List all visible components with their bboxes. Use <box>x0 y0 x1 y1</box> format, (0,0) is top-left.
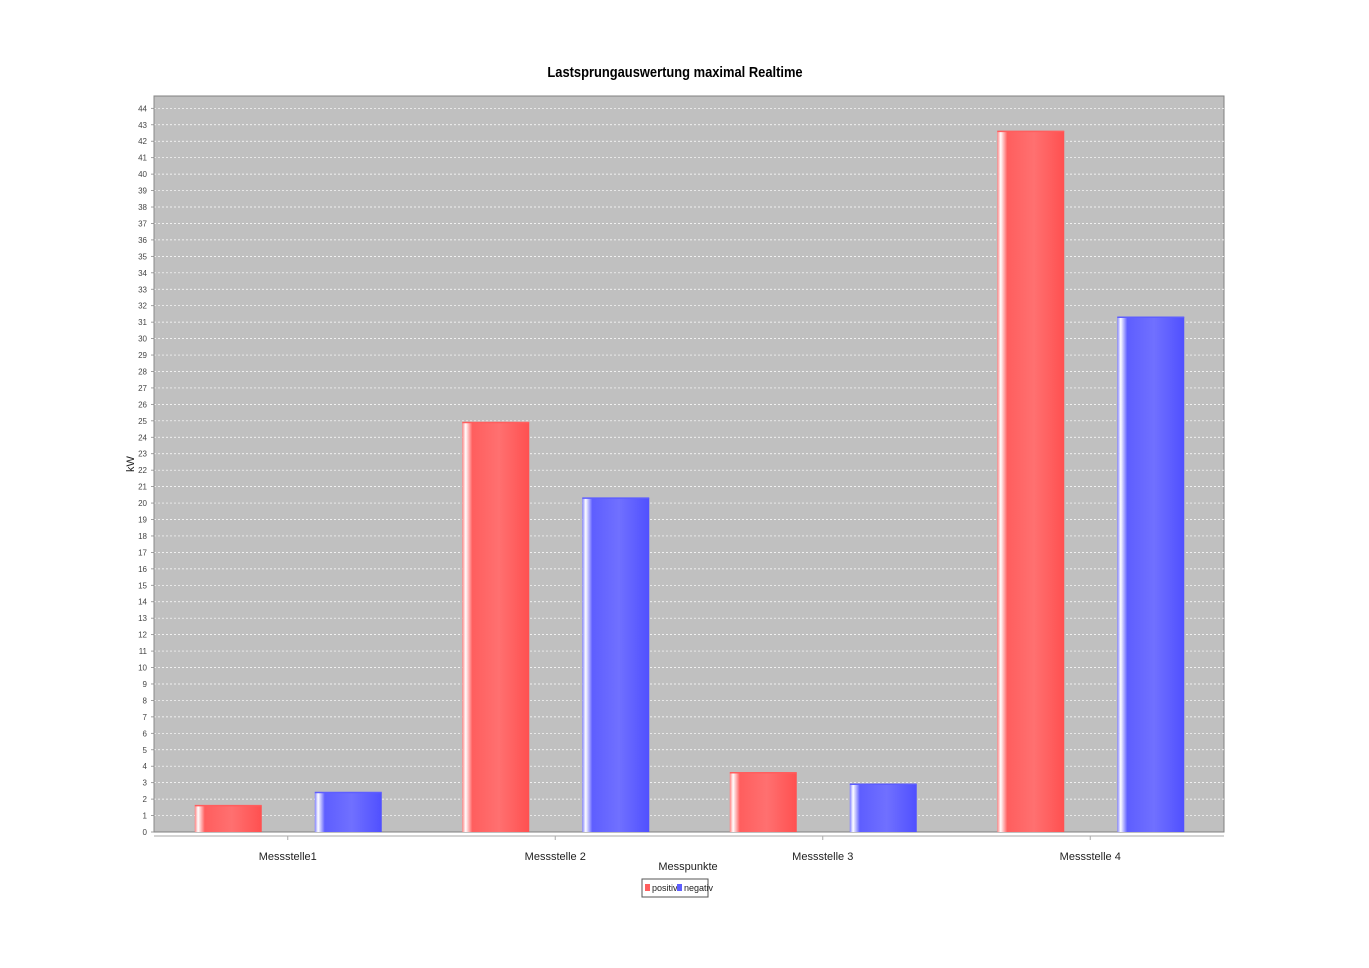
bars <box>194 130 1185 832</box>
y-tick-label: 33 <box>138 285 147 294</box>
x-tick-label: Messstelle 3 <box>792 851 853 863</box>
y-tick-label: 21 <box>138 483 147 492</box>
bar-negativ <box>314 792 382 832</box>
y-tick-label: 35 <box>138 252 147 261</box>
y-axis-label: kW <box>125 455 137 472</box>
y-tick-label: 24 <box>138 433 147 442</box>
legend-box <box>641 878 709 898</box>
bar-negativ <box>1117 317 1185 832</box>
y-tick-label: 34 <box>138 269 147 278</box>
y-tick-label: 30 <box>138 335 147 344</box>
x-axis-label: Messpunkte <box>658 861 717 873</box>
y-tick-label: 14 <box>138 598 147 607</box>
y-tick-label: 20 <box>138 499 147 508</box>
y-tick-label: 8 <box>143 696 148 705</box>
y-tick-label: 19 <box>138 516 147 525</box>
y-tick-label: 42 <box>138 137 147 146</box>
y-tick-label: 0 <box>143 828 148 837</box>
legend-swatch-negativ <box>677 884 682 891</box>
y-tick-label: 22 <box>138 466 147 475</box>
bar-positiv <box>729 772 797 832</box>
legend: positiv negativ <box>641 878 714 898</box>
y-tick-label: 1 <box>143 812 148 821</box>
y-tick-label: 10 <box>138 664 147 673</box>
y-tick-label: 4 <box>143 762 148 771</box>
y-tick-label: 6 <box>143 729 148 738</box>
legend-label-negativ: negativ <box>684 883 714 893</box>
legend-label-positiv: positiv <box>652 883 678 893</box>
x-tick-label: Messstelle 4 <box>1060 851 1121 863</box>
y-tick-label: 15 <box>138 581 147 590</box>
y-tick-label: 41 <box>138 154 147 163</box>
y-tick-label: 31 <box>138 318 147 327</box>
y-tick-label: 28 <box>138 367 147 376</box>
bar-positiv <box>997 131 1065 832</box>
y-tick-label: 2 <box>143 795 148 804</box>
y-tick-label: 3 <box>143 779 148 788</box>
y-tick-label: 37 <box>138 219 147 228</box>
y-tick-label: 23 <box>138 450 147 459</box>
y-tick-label: 13 <box>138 614 147 623</box>
bar-positiv <box>194 805 262 832</box>
y-tick-label: 36 <box>138 236 147 245</box>
y-tick-label: 29 <box>138 351 147 360</box>
y-tick-label: 17 <box>138 548 147 557</box>
y-tick-label: 44 <box>138 104 147 113</box>
bar-negativ <box>849 784 917 832</box>
y-tick-label: 26 <box>138 400 147 409</box>
legend-swatch-positiv <box>645 884 650 891</box>
y-tick-label: 9 <box>143 680 148 689</box>
chart-title: Lastsprungauswertung maximal Realtime <box>547 64 803 81</box>
y-tick-label: 11 <box>139 647 148 656</box>
bar-positiv <box>462 422 530 832</box>
x-tick-label: Messstelle 2 <box>525 851 586 863</box>
axes: 0123456789101112131415161718192021222324… <box>138 96 1224 863</box>
x-tick-label: Messstelle1 <box>259 851 317 863</box>
y-tick-label: 12 <box>138 631 147 640</box>
y-tick-label: 27 <box>138 384 147 393</box>
y-tick-label: 39 <box>138 187 147 196</box>
y-tick-label: 7 <box>143 713 148 722</box>
y-tick-label: 16 <box>138 565 147 574</box>
y-tick-label: 43 <box>138 121 147 130</box>
y-tick-label: 5 <box>143 746 148 755</box>
y-tick-label: 40 <box>138 170 147 179</box>
y-tick-label: 32 <box>138 302 147 311</box>
y-tick-label: 38 <box>138 203 147 212</box>
bar-negativ <box>582 498 650 832</box>
y-tick-label: 18 <box>138 532 147 541</box>
y-tick-label: 25 <box>138 417 147 426</box>
